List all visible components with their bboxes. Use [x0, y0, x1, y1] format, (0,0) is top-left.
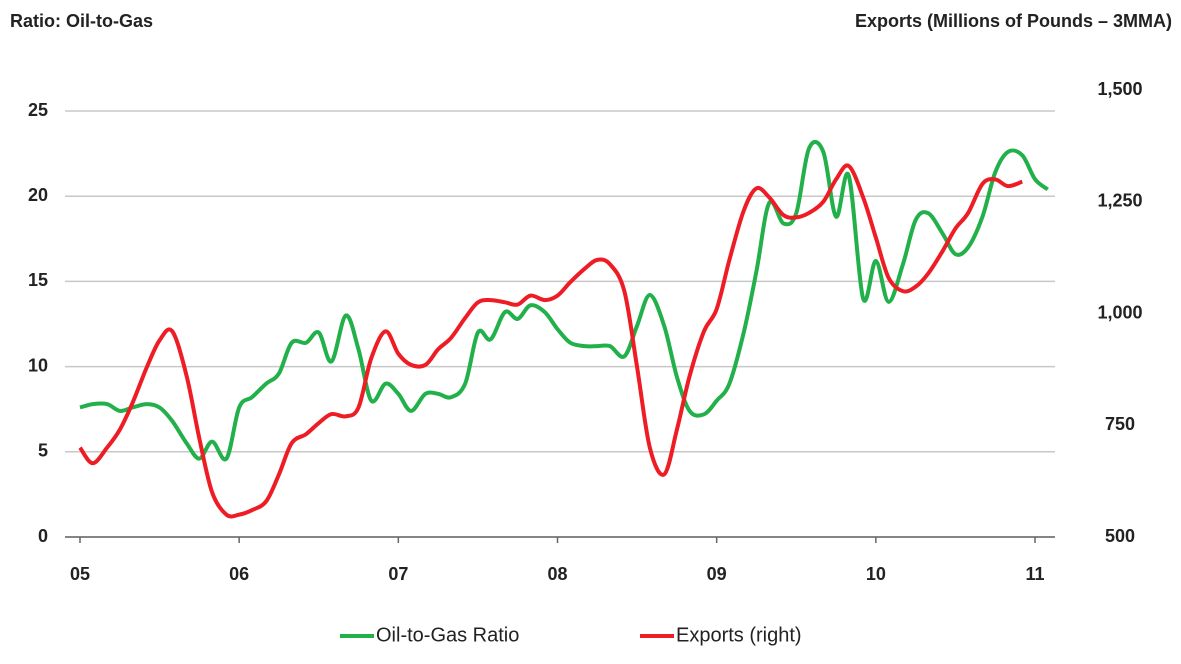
x-tick-label: 06 — [229, 564, 249, 584]
y2-tick-label: 1,500 — [1097, 79, 1142, 99]
legend-label: Exports (right) — [676, 624, 802, 646]
x-tick-label: 11 — [1025, 564, 1044, 584]
legend-label: Oil-to-Gas Ratio — [376, 624, 519, 646]
x-tick-label: 09 — [707, 564, 727, 584]
y2-tick-label: 1,250 — [1097, 191, 1142, 211]
y-tick-label: 15 — [28, 270, 48, 290]
y-tick-label: 20 — [28, 185, 48, 205]
left-axis-title: Ratio: Oil-to-Gas — [10, 11, 153, 31]
y-tick-label: 25 — [28, 100, 48, 120]
y2-tick-label: 500 — [1105, 526, 1135, 546]
x-tick-label: 05 — [70, 564, 90, 584]
data-line — [78, 163, 1023, 519]
y2-tick-label: 1,000 — [1097, 302, 1142, 322]
y2-tick-label: 750 — [1105, 414, 1135, 434]
y-tick-label: 0 — [38, 526, 48, 546]
y-tick-label: 5 — [38, 441, 48, 461]
x-tick-label: 07 — [388, 564, 408, 584]
x-tick-label: 08 — [547, 564, 567, 584]
data-line — [79, 140, 1049, 462]
x-tick-label: 10 — [866, 564, 886, 584]
y-tick-label: 10 — [28, 355, 48, 375]
right-axis-title: Exports (Millions of Pounds – 3MMA) — [855, 11, 1172, 31]
